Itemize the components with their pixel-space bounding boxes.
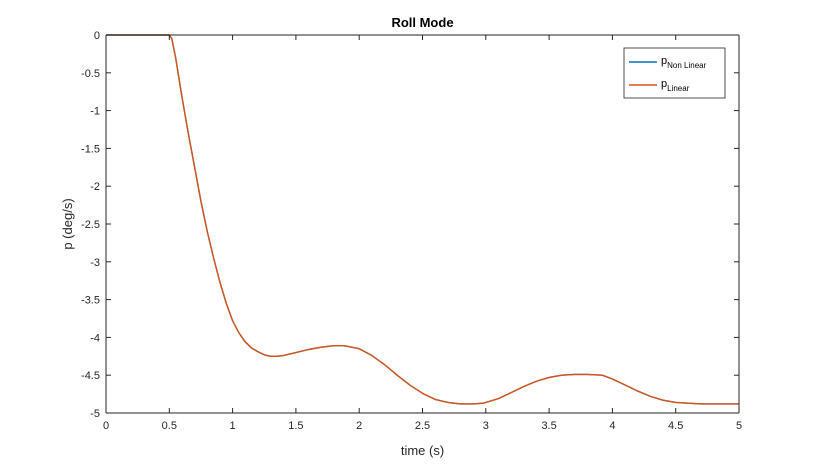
legend-label-nonlinear: pNon Linear xyxy=(661,55,707,70)
tick-layer: 0 0.5 1 1.5 2 2.5 3 3.5 4 4.5 5 0 -0.5 -1 -1.5 -2 -2.5 -3… xyxy=(81,30,742,432)
chart-title: Roll Mode xyxy=(391,15,453,30)
y-tick-label: -3.5 xyxy=(81,295,100,307)
x-tick-label: 1 xyxy=(230,420,236,432)
legend-label-nonlinear-main: p xyxy=(661,55,667,67)
y-tick-label: -1.5 xyxy=(81,143,100,155)
legend-label-linear-main: p xyxy=(661,78,667,90)
x-tick-label: 0.5 xyxy=(162,420,177,432)
x-tick-label: 1.5 xyxy=(288,420,303,432)
legend-label-nonlinear-sub: Non Linear xyxy=(667,61,706,70)
x-tick-label: 4 xyxy=(609,420,615,432)
x-tick-label: 4.5 xyxy=(668,420,683,432)
series-line-linear xyxy=(106,34,739,405)
legend-label-linear: pLinear xyxy=(661,78,690,93)
y-tick-label: -3 xyxy=(90,257,100,269)
y-tick-label: -4 xyxy=(90,332,100,344)
legend: pNon Linear pLinear xyxy=(623,47,726,99)
y-tick-label: -0.5 xyxy=(81,68,100,80)
x-tick-label: 0 xyxy=(103,420,109,432)
y-tick-label: -5 xyxy=(90,408,100,420)
y-axis-label: p (deg/s) xyxy=(60,198,75,249)
x-tick-label: 2 xyxy=(356,420,362,432)
legend-label-linear-sub: Linear xyxy=(667,84,690,93)
y-tick-label: 0 xyxy=(94,30,100,42)
x-tick-label: 5 xyxy=(736,420,742,432)
y-tick-label: -4.5 xyxy=(81,370,100,382)
x-tick-label: 3 xyxy=(483,420,489,432)
series-layer xyxy=(106,34,739,405)
x-tick-label: 2.5 xyxy=(415,420,430,432)
y-tick-label: -2 xyxy=(90,181,100,193)
y-tick-label: -1 xyxy=(90,106,100,118)
x-tick-label: 3.5 xyxy=(541,420,556,432)
x-axis-label: time (s) xyxy=(401,443,444,458)
y-tick-label: -2.5 xyxy=(81,219,100,231)
legend-box xyxy=(623,47,726,99)
